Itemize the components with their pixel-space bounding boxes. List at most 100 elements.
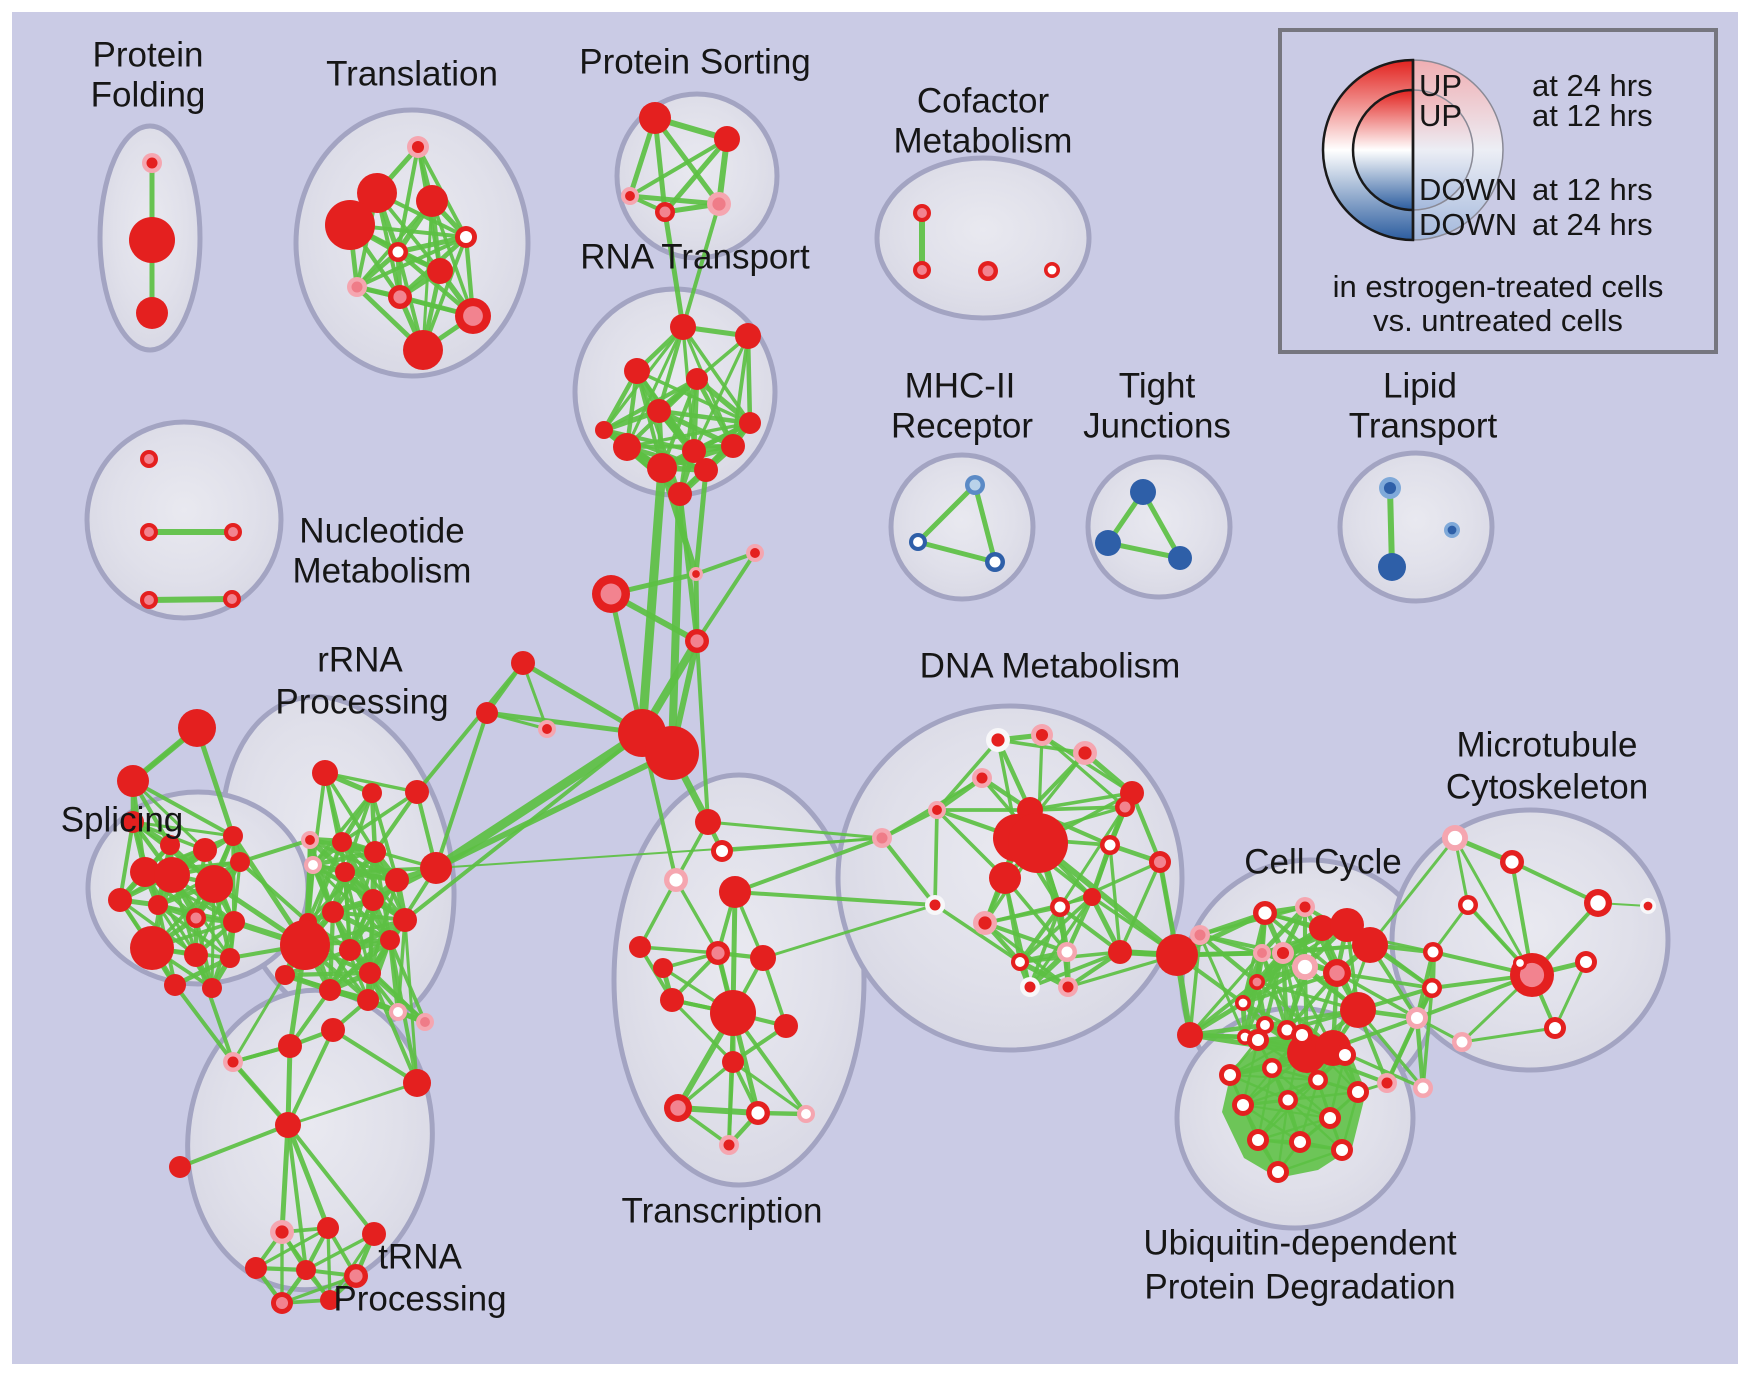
node-core	[1238, 998, 1248, 1008]
edge-ps	[628, 137, 729, 198]
node-ring	[130, 857, 160, 887]
edge-rt	[625, 421, 752, 449]
node-ring	[695, 809, 721, 835]
node-core	[1223, 1068, 1237, 1082]
node-ring	[660, 988, 684, 1012]
node-core	[1456, 1036, 1468, 1048]
node-core	[463, 306, 483, 326]
node-core	[1447, 830, 1463, 846]
edge-tl	[430, 199, 475, 318]
node-ring	[320, 1290, 340, 1310]
cluster-nodes-mh	[909, 475, 1005, 572]
legend-direction-1: UP	[1419, 98, 1462, 133]
node-core	[1462, 899, 1474, 911]
edge-dn	[1118, 860, 1162, 954]
edge-mt	[1453, 836, 1534, 977]
edge-dn	[1028, 950, 1122, 989]
cluster-label-ub: Protein Degradation	[1144, 1267, 1455, 1306]
node-ring	[278, 1034, 302, 1058]
node-ring	[362, 783, 382, 803]
edge-ub	[1256, 1116, 1332, 1142]
edge-mh	[915, 482, 978, 545]
edge-tr	[285, 1122, 331, 1231]
node-core	[1078, 746, 1092, 760]
node-ring	[178, 709, 216, 747]
node-core	[750, 548, 760, 558]
edge-link-cc-mt	[1368, 836, 1457, 947]
edge-link-sp-tr	[173, 983, 235, 1064]
legend-time-1: at 12 hrs	[1532, 98, 1653, 133]
node-ring	[357, 173, 397, 213]
edge-ub	[1286, 1098, 1344, 1152]
node-core	[670, 1100, 686, 1116]
edge-tr	[326, 1226, 332, 1302]
cluster-label-tx: Transcription	[622, 1191, 823, 1230]
node-core	[876, 832, 888, 844]
node-ring	[230, 852, 250, 872]
node-core	[227, 594, 237, 604]
node-ring	[629, 936, 651, 958]
node-core	[228, 527, 238, 537]
node-core	[625, 191, 635, 201]
node-core	[1381, 1077, 1393, 1089]
node-ring	[1008, 813, 1068, 873]
edge-rr	[327, 937, 393, 993]
node-ring	[739, 412, 761, 434]
node-ring	[122, 811, 144, 833]
node-core	[1410, 1011, 1424, 1025]
node-core	[1252, 977, 1262, 987]
node-ring	[719, 876, 751, 908]
node-ring	[722, 1051, 744, 1073]
node-core	[1351, 1085, 1365, 1099]
edge-rt	[694, 376, 753, 426]
node-ring	[154, 857, 190, 893]
cluster-label-cf: Metabolism	[894, 121, 1073, 160]
edge-link-tx-dn	[761, 903, 937, 960]
node-core	[1590, 895, 1606, 911]
edge-mt	[1467, 904, 1521, 964]
node-core	[1297, 959, 1313, 975]
node-core	[1293, 1135, 1307, 1149]
node-core	[711, 946, 725, 960]
node-core	[392, 246, 404, 258]
edge-cc	[1280, 950, 1290, 1033]
node-ring	[427, 258, 453, 284]
node-ring	[686, 368, 708, 390]
node-ring	[653, 958, 673, 978]
edge-rr	[372, 789, 420, 855]
node-core	[1427, 946, 1439, 958]
node-ring	[280, 920, 330, 970]
node-core	[1260, 1020, 1270, 1030]
node-ring	[1130, 479, 1156, 505]
edge-tr	[285, 1043, 293, 1128]
edge-link-cn-rr	[433, 750, 675, 871]
node-ring	[1168, 546, 1192, 570]
cluster-nodes-nm	[140, 450, 242, 609]
node-ring	[364, 841, 386, 863]
node-core	[275, 1225, 289, 1239]
edge-mt	[1553, 960, 1588, 1030]
node-ring	[321, 1018, 345, 1042]
edge-tr	[286, 1123, 308, 1272]
edge-dn	[935, 808, 1007, 880]
node-ring	[405, 780, 429, 804]
cluster-nodes-tr	[169, 1018, 431, 1314]
cluster-label-mh: MHC-II	[905, 366, 1016, 405]
node-ring	[710, 990, 756, 1036]
node-core	[751, 1106, 765, 1120]
legend: UP at 24 hrs UP at 12 hrs DOWN at 12 hrs DOWN a…	[1278, 28, 1718, 354]
edge-sp	[131, 779, 235, 838]
edge-sp	[118, 820, 135, 902]
node-ring	[750, 945, 776, 971]
node-core	[1335, 1143, 1349, 1157]
node-ring	[694, 458, 718, 482]
edge-dn	[1028, 791, 1134, 812]
node-core	[1323, 1111, 1337, 1125]
node-ring	[312, 760, 338, 786]
edge-link-sp-rr	[238, 860, 310, 924]
node-core	[978, 916, 992, 930]
node-core	[144, 527, 154, 537]
node-ring	[193, 838, 217, 862]
cluster-label-rt: RNA Transport	[580, 237, 810, 276]
